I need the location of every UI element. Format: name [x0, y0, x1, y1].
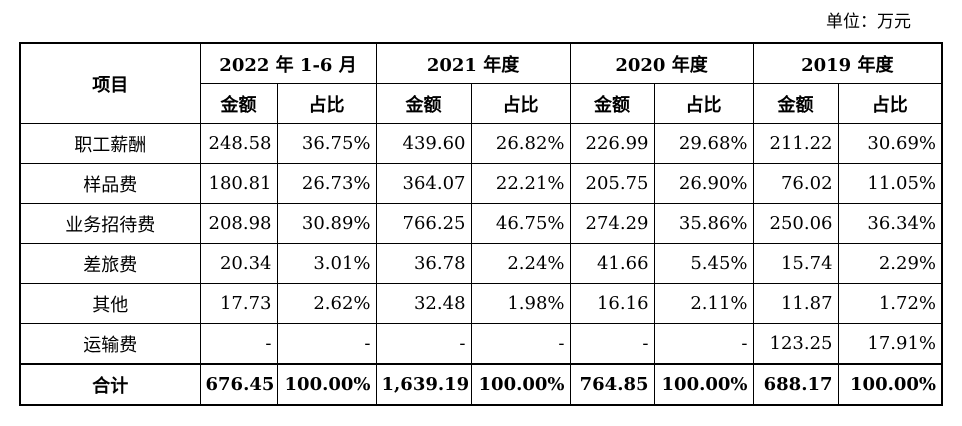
ratio-cell: 26.90% — [653, 163, 754, 204]
ratio-cell: 36.75% — [276, 123, 377, 164]
ratio-cell: 29.68% — [653, 123, 754, 164]
expense-table: 项目 2022 年 1-6 月 2021 年度 2020 年度 2019 年度 … — [19, 42, 944, 406]
amount-cell: 36.78 — [375, 243, 472, 284]
amount-cell: 226.99 — [569, 123, 655, 164]
amount-cell: - — [375, 323, 472, 365]
total-amount-cell: 764.85 — [569, 363, 655, 406]
amount-cell: 17.73 — [199, 283, 278, 324]
amount-cell: 211.22 — [752, 123, 839, 164]
amount-cell: 248.58 — [199, 123, 278, 164]
table-row: 业务招待费 208.98 30.89% 766.25 46.75% 274.29… — [19, 203, 943, 244]
amount-cell: 208.98 — [199, 203, 278, 244]
total-ratio-cell: 100.00% — [276, 363, 377, 406]
unit-label: 单位：万元 — [826, 12, 911, 32]
ratio-cell: 5.45% — [653, 243, 754, 284]
ratio-cell: 2.11% — [653, 283, 754, 324]
amount-header: 金额 — [199, 83, 278, 124]
amount-cell: 41.66 — [569, 243, 655, 284]
ratio-cell: 22.21% — [470, 163, 571, 204]
ratio-cell: 17.91% — [837, 323, 943, 365]
amount-cell: 274.29 — [569, 203, 655, 244]
amount-cell: 123.25 — [752, 323, 839, 365]
ratio-cell: 2.29% — [837, 243, 943, 284]
row-label: 差旅费 — [19, 243, 201, 284]
row-label: 其他 — [19, 283, 201, 324]
table-row: 差旅费 20.34 3.01% 36.78 2.24% 41.66 5.45% … — [19, 243, 943, 284]
header-sub-row: 金额 占比 金额 占比 金额 占比 金额 占比 — [20, 83, 943, 124]
amount-header: 金额 — [752, 83, 839, 124]
ratio-cell: - — [653, 323, 754, 365]
total-row: 合计 676.45 100.00% 1,639.19 100.00% 764.8… — [19, 363, 943, 406]
ratio-header: 占比 — [837, 83, 943, 124]
total-label: 合计 — [19, 363, 201, 406]
table-row: 其他 17.73 2.62% 32.48 1.98% 16.16 2.11% 1… — [19, 283, 943, 324]
ratio-cell: 30.89% — [276, 203, 377, 244]
amount-cell: 180.81 — [199, 163, 278, 204]
table-row: 样品费 180.81 26.73% 364.07 22.21% 205.75 2… — [19, 163, 943, 204]
total-amount-cell: 1,639.19 — [375, 363, 472, 406]
amount-cell: 364.07 — [375, 163, 472, 204]
total-amount-cell: 676.45 — [199, 363, 278, 406]
total-ratio-cell: 100.00% — [470, 363, 571, 406]
amount-cell: - — [569, 323, 655, 365]
row-label: 运输费 — [19, 323, 201, 365]
ratio-header: 占比 — [653, 83, 754, 124]
period-header-2021: 2021 年度 — [375, 42, 571, 84]
amount-cell: 766.25 — [375, 203, 472, 244]
ratio-cell: 30.69% — [837, 123, 943, 164]
amount-cell: 32.48 — [375, 283, 472, 324]
ratio-cell: 3.01% — [276, 243, 377, 284]
row-label: 样品费 — [19, 163, 201, 204]
ratio-cell: - — [470, 323, 571, 365]
ratio-cell: 26.73% — [276, 163, 377, 204]
amount-cell: 439.60 — [375, 123, 472, 164]
ratio-cell: 46.75% — [470, 203, 571, 244]
period-header-2022h1: 2022 年 1-6 月 — [199, 42, 377, 84]
amount-header: 金额 — [569, 83, 655, 124]
header-group-row: 项目 2022 年 1-6 月 2021 年度 2020 年度 2019 年度 — [19, 42, 943, 124]
ratio-cell: - — [276, 323, 377, 365]
ratio-cell: 35.86% — [653, 203, 754, 244]
ratio-cell: 36.34% — [837, 203, 943, 244]
table-row: 运输费 - - - - - - 123.25 17.91% — [19, 323, 943, 365]
amount-cell: 16.16 — [569, 283, 655, 324]
amount-cell: 11.87 — [752, 283, 839, 324]
amount-cell: 20.34 — [199, 243, 278, 284]
ratio-header: 占比 — [276, 83, 377, 124]
period-header-2019: 2019 年度 — [752, 42, 943, 84]
ratio-header: 占比 — [470, 83, 571, 124]
period-header-2020: 2020 年度 — [569, 42, 754, 84]
amount-cell: 205.75 — [569, 163, 655, 204]
ratio-cell: 2.62% — [276, 283, 377, 324]
amount-cell: 250.06 — [752, 203, 839, 244]
amount-cell: - — [199, 323, 278, 365]
ratio-cell: 11.05% — [837, 163, 943, 204]
ratio-cell: 1.98% — [470, 283, 571, 324]
ratio-cell: 1.72% — [837, 283, 943, 324]
ratio-cell: 26.82% — [470, 123, 571, 164]
ratio-cell: 2.24% — [470, 243, 571, 284]
row-label: 业务招待费 — [19, 203, 201, 244]
total-amount-cell: 688.17 — [752, 363, 839, 406]
amount-cell: 76.02 — [752, 163, 839, 204]
total-ratio-cell: 100.00% — [653, 363, 754, 406]
total-ratio-cell: 100.00% — [837, 363, 943, 406]
amount-cell: 15.74 — [752, 243, 839, 284]
table-row: 职工薪酬 248.58 36.75% 439.60 26.82% 226.99 … — [19, 123, 943, 164]
item-header: 项目 — [19, 42, 201, 124]
amount-header: 金额 — [375, 83, 472, 124]
row-label: 职工薪酬 — [19, 123, 201, 164]
